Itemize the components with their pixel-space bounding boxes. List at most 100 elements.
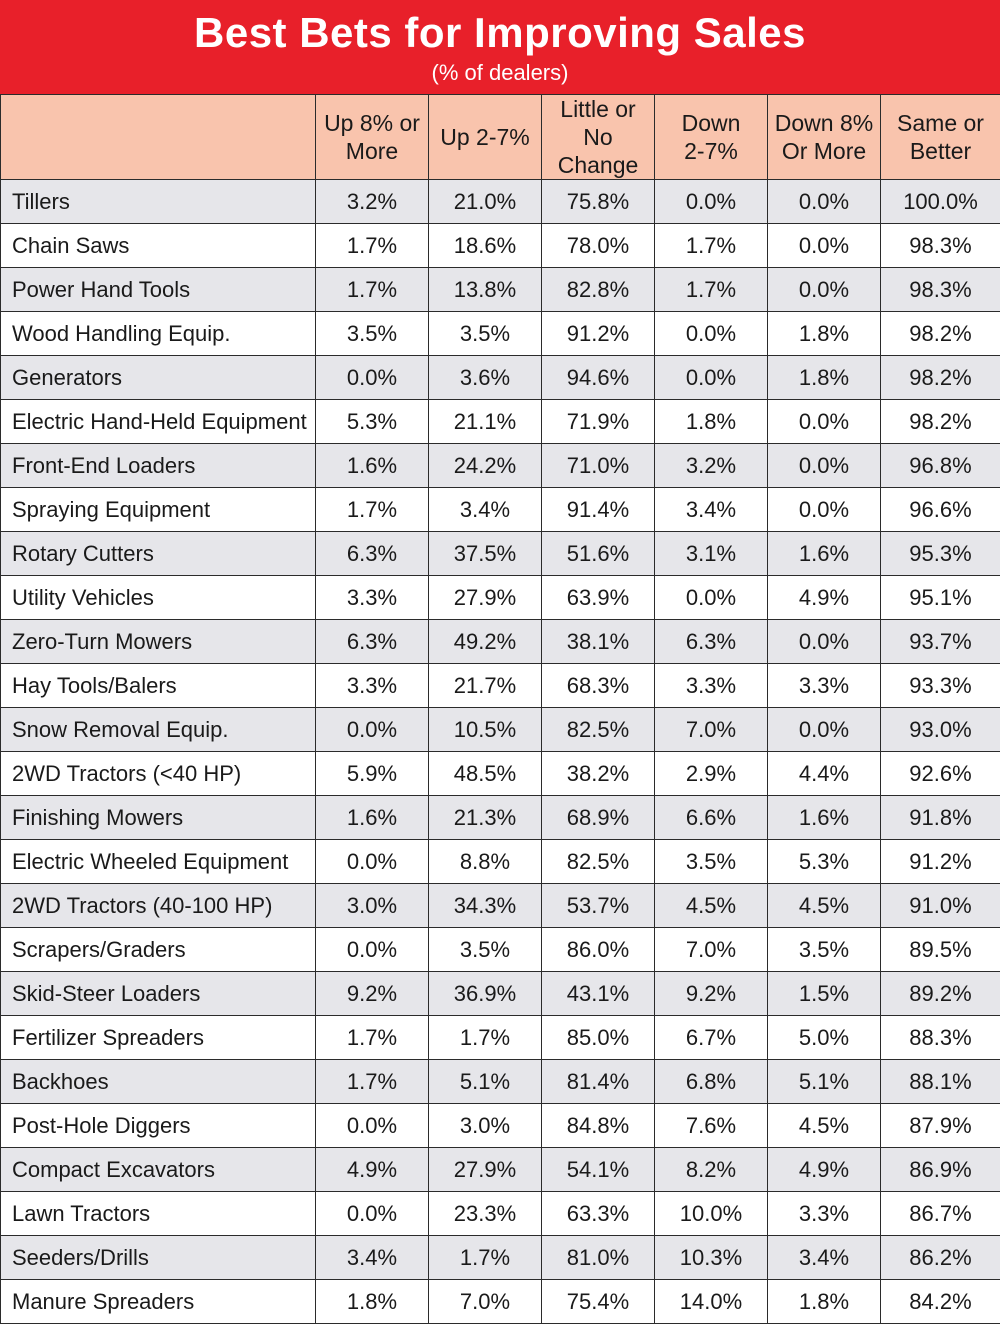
same-or-better-cell: 92.6% — [881, 752, 1000, 796]
down-8-cell: 0.0% — [768, 444, 881, 488]
up-2-7-cell: 49.2% — [429, 620, 542, 664]
same-or-better-cell: 88.1% — [881, 1060, 1000, 1104]
no-change-cell: 78.0% — [542, 224, 655, 268]
down-2-7-cell: 6.7% — [655, 1016, 768, 1060]
up-2-7-cell: 23.3% — [429, 1192, 542, 1236]
up-8-cell: 6.3% — [316, 620, 429, 664]
down-2-7-cell: 14.0% — [655, 1280, 768, 1324]
equipment-name-cell: Snow Removal Equip. — [1, 708, 316, 752]
equipment-name-cell: Hay Tools/Balers — [1, 664, 316, 708]
equipment-name-cell: Tillers — [1, 180, 316, 224]
same-or-better-cell: 88.3% — [881, 1016, 1000, 1060]
same-or-better-cell: 96.6% — [881, 488, 1000, 532]
equipment-name-cell: 2WD Tractors (<40 HP) — [1, 752, 316, 796]
equipment-name-cell: Finishing Mowers — [1, 796, 316, 840]
down-2-7-cell: 10.0% — [655, 1192, 768, 1236]
up-8-cell: 1.8% — [316, 1280, 429, 1324]
down-2-7-cell: 7.0% — [655, 928, 768, 972]
equipment-name-cell: Seeders/Drills — [1, 1236, 316, 1280]
up-2-7-cell: 8.8% — [429, 840, 542, 884]
down-8-cell: 1.6% — [768, 532, 881, 576]
equipment-name-cell: Wood Handling Equip. — [1, 312, 316, 356]
down-2-7-cell: 3.2% — [655, 444, 768, 488]
down-2-7-cell: 2.9% — [655, 752, 768, 796]
up-8-cell: 1.6% — [316, 796, 429, 840]
down-2-7-cell: 0.0% — [655, 312, 768, 356]
same-or-better-cell: 86.9% — [881, 1148, 1000, 1192]
header-cell-up-8: Up 8% or More — [316, 95, 429, 180]
equipment-name-cell: Power Hand Tools — [1, 268, 316, 312]
header-cell-same-or-better: Same or Better — [881, 95, 1000, 180]
up-2-7-cell: 36.9% — [429, 972, 542, 1016]
down-2-7-cell: 0.0% — [655, 356, 768, 400]
up-2-7-cell: 21.0% — [429, 180, 542, 224]
equipment-name-cell: Electric Wheeled Equipment — [1, 840, 316, 884]
no-change-cell: 81.0% — [542, 1236, 655, 1280]
down-2-7-cell: 6.6% — [655, 796, 768, 840]
no-change-cell: 43.1% — [542, 972, 655, 1016]
down-2-7-cell: 10.3% — [655, 1236, 768, 1280]
down-2-7-cell: 6.8% — [655, 1060, 768, 1104]
down-8-cell: 3.4% — [768, 1236, 881, 1280]
no-change-cell: 68.3% — [542, 664, 655, 708]
same-or-better-cell: 98.2% — [881, 400, 1000, 444]
same-or-better-cell: 98.2% — [881, 312, 1000, 356]
up-8-cell: 5.3% — [316, 400, 429, 444]
no-change-cell: 38.1% — [542, 620, 655, 664]
up-8-cell: 1.7% — [316, 488, 429, 532]
down-8-cell: 1.6% — [768, 796, 881, 840]
chart-title: Best Bets for Improving Sales — [0, 8, 1000, 58]
no-change-cell: 38.2% — [542, 752, 655, 796]
same-or-better-cell: 93.3% — [881, 664, 1000, 708]
header-line: Little or No — [544, 95, 652, 151]
equipment-name-cell: Utility Vehicles — [1, 576, 316, 620]
no-change-cell: 63.9% — [542, 576, 655, 620]
header-line: 2-7% — [657, 137, 765, 165]
equipment-name-cell: Fertilizer Spreaders — [1, 1016, 316, 1060]
no-change-cell: 84.8% — [542, 1104, 655, 1148]
up-8-cell: 3.0% — [316, 884, 429, 928]
up-2-7-cell: 37.5% — [429, 532, 542, 576]
up-2-7-cell: 3.6% — [429, 356, 542, 400]
equipment-name-cell: Rotary Cutters — [1, 532, 316, 576]
no-change-cell: 63.3% — [542, 1192, 655, 1236]
down-8-cell: 0.0% — [768, 620, 881, 664]
down-2-7-cell: 8.2% — [655, 1148, 768, 1192]
chart-subtitle: (% of dealers) — [0, 60, 1000, 86]
no-change-cell: 75.8% — [542, 180, 655, 224]
down-2-7-cell: 4.5% — [655, 884, 768, 928]
header-row: Up 8% or More Up 2-7% Little or No Chang… — [1, 95, 1000, 180]
up-8-cell: 3.5% — [316, 312, 429, 356]
no-change-cell: 75.4% — [542, 1280, 655, 1324]
down-2-7-cell: 1.7% — [655, 224, 768, 268]
down-2-7-cell: 3.5% — [655, 840, 768, 884]
down-8-cell: 0.0% — [768, 708, 881, 752]
same-or-better-cell: 98.2% — [881, 356, 1000, 400]
up-2-7-cell: 13.8% — [429, 268, 542, 312]
header-line: Up 8% or — [318, 109, 426, 137]
header-cell-no-change: Little or No Change — [542, 95, 655, 180]
up-8-cell: 6.3% — [316, 532, 429, 576]
down-8-cell: 1.8% — [768, 356, 881, 400]
equipment-name-cell: Generators — [1, 356, 316, 400]
up-2-7-cell: 21.1% — [429, 400, 542, 444]
same-or-better-cell: 86.7% — [881, 1192, 1000, 1236]
header-line: More — [318, 137, 426, 165]
down-8-cell: 3.3% — [768, 1192, 881, 1236]
same-or-better-cell: 96.8% — [881, 444, 1000, 488]
equipment-name-cell: Backhoes — [1, 1060, 316, 1104]
